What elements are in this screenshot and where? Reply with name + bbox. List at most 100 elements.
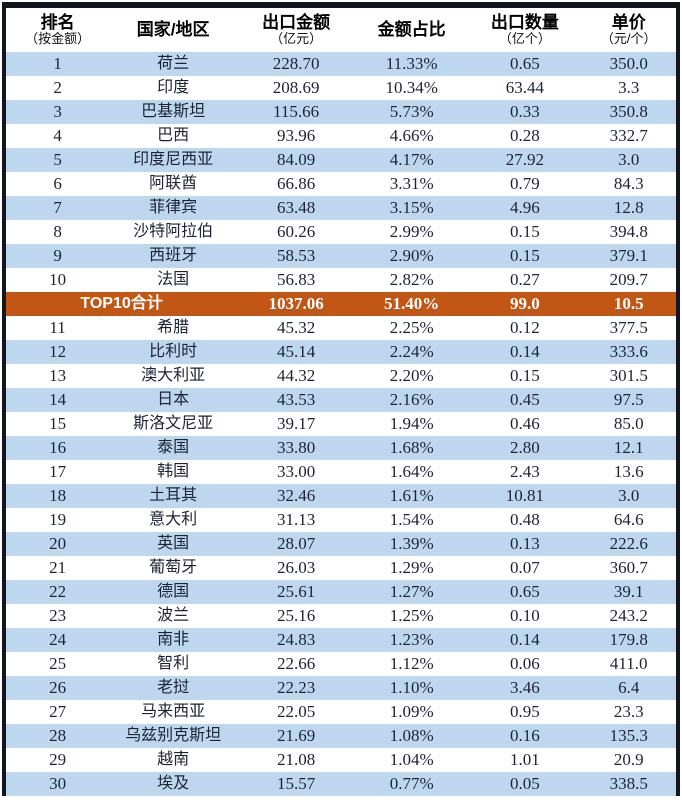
price-cell: 3.3 xyxy=(581,76,676,100)
amount-cell: 22.66 xyxy=(237,652,356,676)
table-row: 30 埃及 15.57 0.77% 0.05 338.5 xyxy=(6,772,676,796)
table-row: 25 智利 22.66 1.12% 0.06 411.0 xyxy=(6,652,676,676)
price-cell: 6.4 xyxy=(581,676,676,700)
price-cell: 222.6 xyxy=(581,532,676,556)
price-cell: 97.5 xyxy=(581,388,676,412)
column-subheader-4: （亿个） xyxy=(498,31,551,47)
table-row: 4 巴西 93.96 4.66% 0.28 332.7 xyxy=(6,124,676,148)
quantity-cell: 0.10 xyxy=(468,604,582,628)
column-header-5: 单价 （元/个） xyxy=(581,8,676,52)
amount-cell: 115.66 xyxy=(237,100,356,124)
table-row: 2 印度 208.69 10.34% 63.44 3.3 xyxy=(6,76,676,100)
amount-cell: 21.08 xyxy=(237,748,356,772)
rank-cell: 17 xyxy=(6,460,110,484)
rank-cell: 20 xyxy=(6,532,110,556)
table-row: 23 波兰 25.16 1.25% 0.10 243.2 xyxy=(6,604,676,628)
table-row: 21 葡萄牙 26.03 1.29% 0.07 360.7 xyxy=(6,556,676,580)
table-row: 11 希腊 45.32 2.25% 0.12 377.5 xyxy=(6,316,676,340)
rank-cell: 30 xyxy=(6,772,110,796)
header-row: 排名 （按金额） 国家/地区 出口金额 （亿元） 金额占比 出口数量 （亿个） 单价 （元/个） xyxy=(6,8,676,52)
rank-cell: 8 xyxy=(6,220,110,244)
quantity-cell: 0.16 xyxy=(468,724,582,748)
quantity-cell: 0.13 xyxy=(468,532,582,556)
table-row: 9 西班牙 58.53 2.90% 0.15 379.1 xyxy=(6,244,676,268)
country-cell: 印度 xyxy=(109,76,238,100)
country-cell: 巴基斯坦 xyxy=(109,100,238,124)
quantity-cell: 10.81 xyxy=(468,484,582,508)
rank-cell: 10 xyxy=(6,268,110,292)
amount-cell: 39.17 xyxy=(237,412,356,436)
rank-cell: 14 xyxy=(6,388,110,412)
table-row: 28 乌兹别克斯坦 21.69 1.08% 0.16 135.3 xyxy=(6,724,676,748)
quantity-cell: 0.07 xyxy=(468,556,582,580)
share-cell: 1.94% xyxy=(355,412,469,436)
rank-cell: 13 xyxy=(6,364,110,388)
amount-cell: 45.32 xyxy=(237,316,356,340)
quantity-cell: 2.43 xyxy=(468,460,582,484)
table-row: 20 英国 28.07 1.39% 0.13 222.6 xyxy=(6,532,676,556)
column-subheader-2: （亿元） xyxy=(270,31,323,47)
share-cell: 1.29% xyxy=(355,556,469,580)
country-cell: 南非 xyxy=(109,628,238,652)
price-cell: 64.6 xyxy=(581,508,676,532)
amount-cell: 44.32 xyxy=(237,364,356,388)
amount-cell: 43.53 xyxy=(237,388,356,412)
share-cell: 2.90% xyxy=(355,244,469,268)
price-cell: 301.5 xyxy=(581,364,676,388)
share-cell: 1.09% xyxy=(355,700,469,724)
price-cell: 333.6 xyxy=(581,340,676,364)
rank-cell: 25 xyxy=(6,652,110,676)
column-header-4: 出口数量 （亿个） xyxy=(468,8,582,52)
column-header-1: 国家/地区 xyxy=(109,8,238,52)
share-cell: 1.64% xyxy=(355,460,469,484)
price-cell: 85.0 xyxy=(581,412,676,436)
price-cell: 379.1 xyxy=(581,244,676,268)
country-export-table: 排名 （按金额） 国家/地区 出口金额 （亿元） 金额占比 出口数量 （亿个） 单价 （元/个） … xyxy=(6,8,676,796)
quantity-cell: 0.15 xyxy=(468,364,582,388)
price-cell: 13.6 xyxy=(581,460,676,484)
share-cell: 1.04% xyxy=(355,748,469,772)
table-row: 1 荷兰 228.70 11.33% 0.65 350.0 xyxy=(6,52,676,76)
rank-cell: 26 xyxy=(6,676,110,700)
share-cell: 51.40% xyxy=(355,292,469,316)
country-cell: 马来西亚 xyxy=(109,700,238,724)
rank-cell: 22 xyxy=(6,580,110,604)
amount-cell: 66.86 xyxy=(237,172,356,196)
country-cell: 斯洛文尼亚 xyxy=(109,412,238,436)
table-row: 16 泰国 33.80 1.68% 2.80 12.1 xyxy=(6,436,676,460)
quantity-cell: 0.12 xyxy=(468,316,582,340)
price-cell: 209.7 xyxy=(581,268,676,292)
amount-cell: 1037.06 xyxy=(237,292,356,316)
amount-cell: 84.09 xyxy=(237,148,356,172)
share-cell: 3.15% xyxy=(355,196,469,220)
amount-cell: 63.48 xyxy=(237,196,356,220)
rank-cell: 11 xyxy=(6,316,110,340)
share-cell: 4.17% xyxy=(355,148,469,172)
table-row: 7 菲律宾 63.48 3.15% 4.96 12.8 xyxy=(6,196,676,220)
country-cell: 印度尼西亚 xyxy=(109,148,238,172)
table-row: 18 土耳其 32.46 1.61% 10.81 3.0 xyxy=(6,484,676,508)
country-cell: 日本 xyxy=(109,388,238,412)
amount-cell: 58.53 xyxy=(237,244,356,268)
price-cell: 39.1 xyxy=(581,580,676,604)
price-cell: 332.7 xyxy=(581,124,676,148)
price-cell: 20.9 xyxy=(581,748,676,772)
price-cell: 23.3 xyxy=(581,700,676,724)
column-subheader-0: （按金额） xyxy=(25,31,91,47)
share-cell: 1.68% xyxy=(355,436,469,460)
quantity-cell: 0.28 xyxy=(468,124,582,148)
rank-cell: 19 xyxy=(6,508,110,532)
rank-cell: 21 xyxy=(6,556,110,580)
column-header-0: 排名 （按金额） xyxy=(6,8,110,52)
share-cell: 3.31% xyxy=(355,172,469,196)
rank-cell: 27 xyxy=(6,700,110,724)
country-cell: 泰国 xyxy=(109,436,238,460)
share-cell: 1.10% xyxy=(355,676,469,700)
rank-cell: 5 xyxy=(6,148,110,172)
quantity-cell: 0.15 xyxy=(468,220,582,244)
country-cell: 韩国 xyxy=(109,460,238,484)
share-cell: 2.25% xyxy=(355,316,469,340)
share-cell: 2.20% xyxy=(355,364,469,388)
quantity-cell: 63.44 xyxy=(468,76,582,100)
share-cell: 1.12% xyxy=(355,652,469,676)
